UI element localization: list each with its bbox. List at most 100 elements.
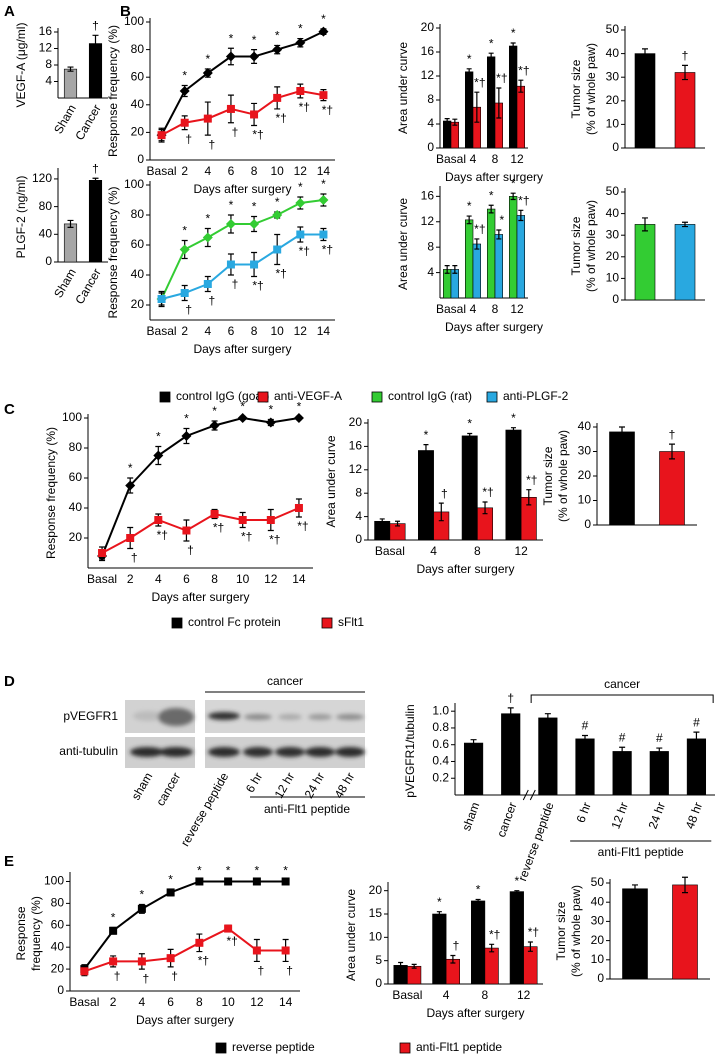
y-tick-label: 10 [369,930,383,944]
significance-mark: *† [226,934,237,948]
bar [63,68,78,99]
y-axis-label: Tumor size [569,59,583,118]
bar [486,56,496,149]
significance-mark: * [467,417,472,431]
significance-mark: * [298,22,303,36]
y-axis-label: Tumor size [569,216,583,275]
significance-mark: † [669,427,676,441]
bar [674,224,696,301]
significance-mark: *† [489,928,500,942]
y-tick-label: 100 [124,177,144,191]
marker [273,93,282,102]
significance-mark: * [489,188,494,202]
marker [224,877,233,886]
significance-mark: * [298,180,303,194]
significance-mark: *† [518,194,529,208]
marker [166,888,175,897]
bar [575,738,595,796]
x-tick-label: 8 [492,152,499,166]
legend-label: anti-VEGF-A [274,389,342,403]
legend-label: sFlt1 [338,615,364,629]
marker [295,37,306,48]
x-tick-label: 8 [211,572,218,586]
x-tick-label: 12 [294,164,308,178]
x-tick-label: 10 [271,324,285,338]
y-tick-label: 15 [369,906,383,920]
significance-mark: * [205,52,210,66]
y-tick-label: 100 [124,14,144,28]
significance-mark: # [582,719,589,733]
marker [137,904,146,913]
x-tick-label: 4 [155,572,162,586]
error-bar [466,68,472,76]
error-bar [467,432,473,439]
significance-mark: # [693,715,700,729]
x-tick-label: 12 [510,152,524,166]
y-tick-label: 16 [39,24,53,38]
x-tick-label: 2 [110,995,117,1009]
significance-mark: *† [518,63,529,77]
x-tick-label: 12 [510,302,524,316]
significance-mark: † [507,691,514,705]
significance-mark: *† [276,267,287,281]
marker [296,230,305,239]
significance-mark: * [182,224,187,238]
significance-mark: * [321,177,326,191]
x-tick-label: 6 [183,572,190,586]
bar [609,431,635,526]
y-tick-label: 0 [355,532,362,546]
bar [484,947,499,985]
marker [157,131,166,140]
y-tick-label: 20 [69,530,83,544]
error-bar [496,229,502,240]
y-tick-label: 0 [612,292,619,306]
error-bar [544,713,551,723]
significance-mark: * [240,400,245,414]
significance-mark: * [229,31,234,45]
marker [157,295,166,303]
marker [252,946,261,955]
significance-mark: † [185,132,192,146]
significance-mark: *† [198,954,209,968]
x-tick-label: reverse peptide [515,800,557,883]
line [83,880,286,970]
y-tick-label: 120 [32,171,52,185]
x-tick-label: 14 [317,164,331,178]
y-tick-label: 40 [606,46,620,60]
error-bar [693,731,700,747]
y-tick-label: 20 [606,249,620,263]
marker [319,230,328,239]
significance-mark: † [258,964,265,978]
bar [450,121,459,149]
error-bar [619,426,625,438]
bar [505,429,522,541]
significance-mark: *† [297,519,308,533]
error-bar [466,215,472,225]
y-tick-label: 0 [427,140,434,154]
x-tick-label: 48 hr [683,800,706,830]
panel-label: C [4,401,15,418]
y-tick-label: 40 [578,419,592,433]
y-tick-label: 100 [62,410,82,424]
marker [293,413,304,423]
y-tick-label: 0 [597,971,604,985]
significance-mark: † [187,543,194,557]
y-tick-label: 0 [57,983,64,997]
x-tick-label: 14 [292,572,306,586]
y-tick-label: 8 [427,239,434,253]
significance-mark: * [182,69,187,83]
significance-mark: *† [269,533,280,547]
significance-mark: * [205,212,210,226]
legend-label: anti-Flt1 peptide [416,1040,502,1054]
significance-mark: *† [482,485,493,499]
y-tick-label: 0 [45,254,52,268]
blot-row-label: pVEGFR1 [63,709,118,723]
x-tick-label: 8 [474,544,481,558]
error-bar [379,518,385,525]
lane-label: 24 hr [302,770,328,801]
bar [508,45,518,149]
x-tick-label: sham [459,800,482,832]
error-bar [452,118,458,126]
significance-mark: *† [528,925,539,939]
y-axis-label: Tumor size [541,446,555,505]
